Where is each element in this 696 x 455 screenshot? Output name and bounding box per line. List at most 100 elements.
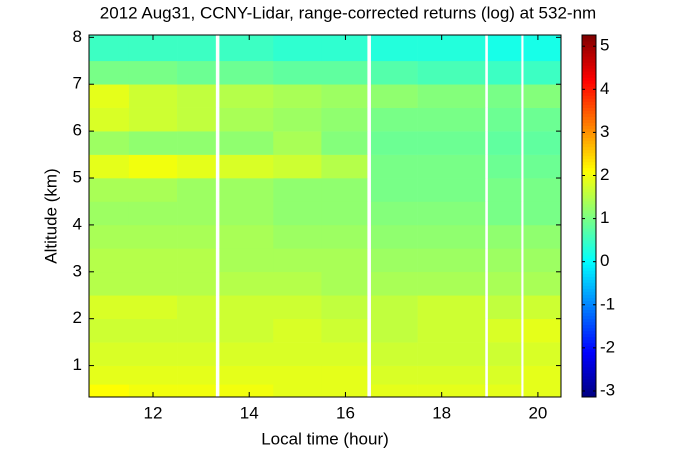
heatmap-cell <box>523 295 562 319</box>
heatmap-cell <box>487 201 522 226</box>
colorbar-swatch <box>582 240 596 244</box>
heatmap-cell <box>219 84 274 108</box>
y-tick-label: 5 <box>73 168 82 187</box>
heatmap-cell <box>177 178 216 202</box>
heatmap-cell <box>128 201 178 226</box>
colorbar-swatch <box>582 348 596 353</box>
heatmap-cell <box>177 295 216 319</box>
heatmap-cell <box>177 318 216 343</box>
heatmap-cell <box>219 35 274 62</box>
heatmap-cell <box>273 295 322 319</box>
colorbar-tick-label: -3 <box>600 380 615 399</box>
heatmap-cell <box>523 365 562 385</box>
heatmap-cell <box>523 178 562 202</box>
heatmap-cell <box>487 248 522 273</box>
colorbar-frame <box>581 34 597 398</box>
heatmap-cell <box>417 35 486 62</box>
y-axis-label: Altitude (km) <box>41 168 60 263</box>
heatmap-cell <box>523 201 562 226</box>
colorbar-swatch <box>582 155 596 160</box>
heatmap-cell <box>89 248 130 273</box>
heatmap-cell <box>128 365 178 385</box>
colorbar-swatch <box>582 327 596 332</box>
colorbar-swatch <box>582 276 596 280</box>
heatmap-cell <box>487 107 522 132</box>
colorbar-swatch <box>582 137 596 142</box>
heatmap-cell <box>417 201 486 226</box>
heatmap-cell <box>273 342 322 366</box>
heatmap-cell <box>89 271 130 296</box>
colorbar-swatch <box>582 197 596 202</box>
heatmap-cell <box>321 365 368 385</box>
colorbar-swatch <box>582 203 596 208</box>
heatmap-cell <box>273 35 322 62</box>
heatmap-cell <box>128 131 178 155</box>
colorbar-swatch <box>582 98 596 102</box>
heatmap-cell <box>219 224 274 249</box>
heatmap-cell <box>128 178 178 202</box>
heatmap-cell <box>370 154 418 179</box>
colorbar-swatch <box>582 209 596 214</box>
heatmap-cell <box>523 318 562 343</box>
heatmap <box>89 35 562 398</box>
colorbar-swatch <box>582 351 596 356</box>
colorbar-swatch <box>582 59 596 63</box>
colorbar-swatch <box>582 288 596 292</box>
heatmap-cell <box>417 318 486 343</box>
colorbar-swatch <box>582 279 596 283</box>
heatmap-cell <box>487 342 522 366</box>
colorbar-swatch <box>582 372 596 377</box>
colorbar-swatch <box>582 176 596 181</box>
heatmap-cell <box>219 201 274 226</box>
chart-title: 2012 Aug31, CCNY-Lidar, range-corrected … <box>100 3 596 22</box>
heatmap-cell <box>89 178 130 202</box>
heatmap-cell <box>89 84 130 108</box>
colorbar-tick-label: -2 <box>600 337 615 356</box>
colorbar-swatch <box>582 128 596 133</box>
colorbar-swatch <box>582 50 596 54</box>
heatmap-cell <box>219 178 274 202</box>
colorbar-swatch <box>582 336 596 341</box>
colorbar-swatch <box>582 381 596 386</box>
colorbar-swatch <box>582 173 596 178</box>
heatmap-cell <box>417 271 486 296</box>
heatmap-cell <box>89 154 130 179</box>
heatmap-cell <box>487 365 522 385</box>
heatmap-cell <box>487 318 522 343</box>
colorbar-swatch <box>582 191 596 196</box>
heatmap-cell <box>177 201 216 226</box>
heatmap-cell <box>128 271 178 296</box>
colorbar-swatch <box>582 83 596 87</box>
colorbar-swatch <box>582 228 596 232</box>
heatmap-cell <box>177 384 216 398</box>
colorbar-swatch <box>582 107 596 111</box>
heatmap-cell <box>177 131 216 155</box>
heatmap-cell <box>370 248 418 273</box>
colorbar-swatch <box>582 384 596 389</box>
heatmap-cell <box>89 35 130 62</box>
colorbar-swatch <box>582 285 596 289</box>
colorbar-swatch <box>582 234 596 238</box>
heatmap-cell <box>177 248 216 273</box>
heatmap-cell <box>89 342 130 366</box>
colorbar-swatch <box>582 249 596 253</box>
heatmap-cell <box>417 178 486 202</box>
colorbar-swatch <box>582 387 596 392</box>
colorbar-swatch <box>582 345 596 350</box>
heatmap-cell <box>219 384 274 398</box>
colorbar-swatch <box>582 80 596 84</box>
y-tick-label: 6 <box>73 121 82 140</box>
colorbar-swatch <box>582 101 596 105</box>
heatmap-cell <box>89 318 130 343</box>
heatmap-cell <box>370 178 418 202</box>
colorbar-swatch <box>582 267 596 271</box>
x-tick-label: 12 <box>144 403 163 422</box>
heatmap-cell <box>370 318 418 343</box>
heatmap-cell <box>321 35 368 62</box>
heatmap-cell <box>128 84 178 108</box>
colorbar-swatch <box>582 206 596 211</box>
heatmap-cell <box>128 248 178 273</box>
heatmap-cell <box>417 60 486 85</box>
heatmap-cell <box>177 271 216 296</box>
heatmap-cell <box>273 224 322 249</box>
